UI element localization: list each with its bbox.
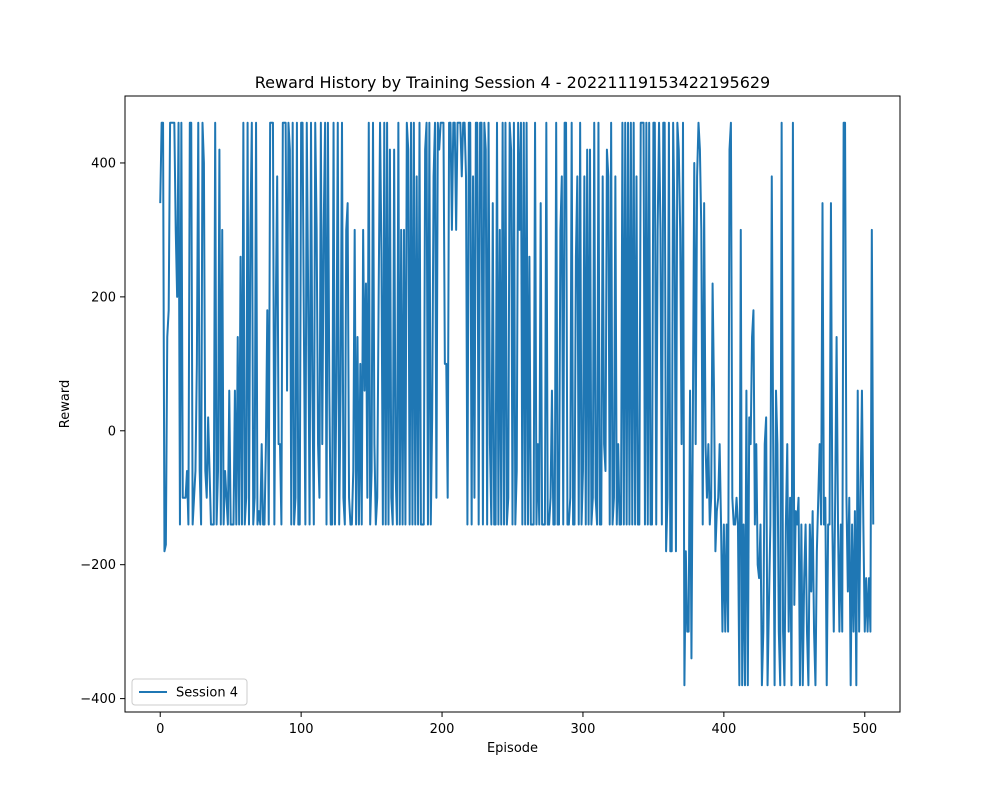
- plot-frame: [124, 95, 901, 713]
- y-tick-label: 200: [91, 290, 116, 305]
- legend: Session 4: [131, 678, 248, 706]
- x-tick-label: 500: [852, 722, 877, 737]
- chart-title: Reward History by Training Session 4 - 2…: [255, 73, 770, 92]
- x-tick-label: 0: [156, 722, 164, 737]
- x-axis-label: Episode: [487, 741, 538, 756]
- plot-area: [124, 95, 901, 713]
- y-tick-label: 0: [108, 424, 116, 439]
- x-axis-ticks: 0 100 200 300 400 500: [156, 712, 877, 737]
- y-axis-label: Reward: [58, 380, 73, 428]
- y-tick-label: −400: [80, 692, 116, 707]
- y-tick-label: −200: [80, 558, 116, 573]
- x-tick-label: 100: [289, 722, 314, 737]
- legend-label-session-4: Session 4: [176, 686, 238, 701]
- y-axis-ticks: −400 −200 0 200 400: [80, 156, 125, 707]
- x-tick-label: 200: [430, 722, 455, 737]
- x-tick-label: 300: [571, 722, 596, 737]
- x-tick-label: 400: [711, 722, 736, 737]
- legend-box: [131, 678, 248, 706]
- series-line-session-4: [159, 121, 875, 687]
- y-tick-label: 400: [91, 156, 116, 171]
